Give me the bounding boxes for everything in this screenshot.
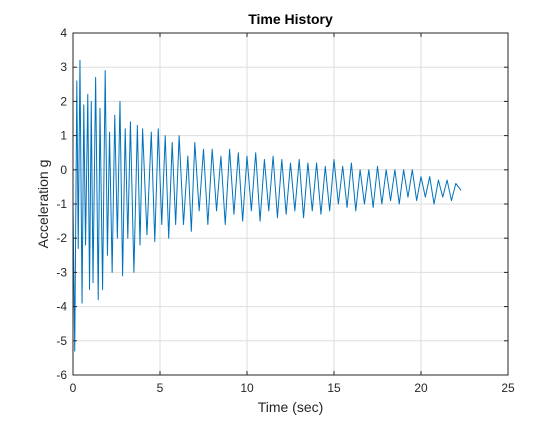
y-tick-label: 1 — [60, 129, 67, 143]
x-tick-label: 15 — [327, 381, 341, 395]
axes-box — [72, 32, 509, 376]
y-tick-label: -3 — [56, 265, 67, 279]
x-tick-label: 5 — [157, 381, 164, 395]
x-tick-label: 25 — [501, 381, 515, 395]
y-tick-label: 0 — [60, 163, 67, 177]
x-tick-label: 20 — [414, 381, 428, 395]
x-axis-label: Time (sec) — [258, 399, 324, 415]
x-tick-label: 0 — [70, 381, 77, 395]
y-tick-label: -5 — [56, 334, 67, 348]
tick-labels: 0 5 10 15 20 25 -6 -5 -4 -3 -2 -1 0 1 2 3 4 — [56, 26, 515, 395]
y-axis-label: Acceleration g — [35, 160, 51, 249]
x-tick-label: 10 — [240, 381, 254, 395]
y-tick-label: -2 — [56, 231, 67, 245]
chart-title: Time History — [248, 11, 333, 27]
y-tick-label: -1 — [56, 197, 67, 211]
y-tick-label: -6 — [56, 368, 67, 382]
y-tick-label: 2 — [60, 94, 67, 108]
series-layer — [72, 59, 462, 352]
y-tick-label: 4 — [60, 26, 67, 40]
y-tick-label: 3 — [60, 60, 67, 74]
y-tick-label: -4 — [56, 300, 67, 314]
series-line-1 — [72, 59, 462, 352]
